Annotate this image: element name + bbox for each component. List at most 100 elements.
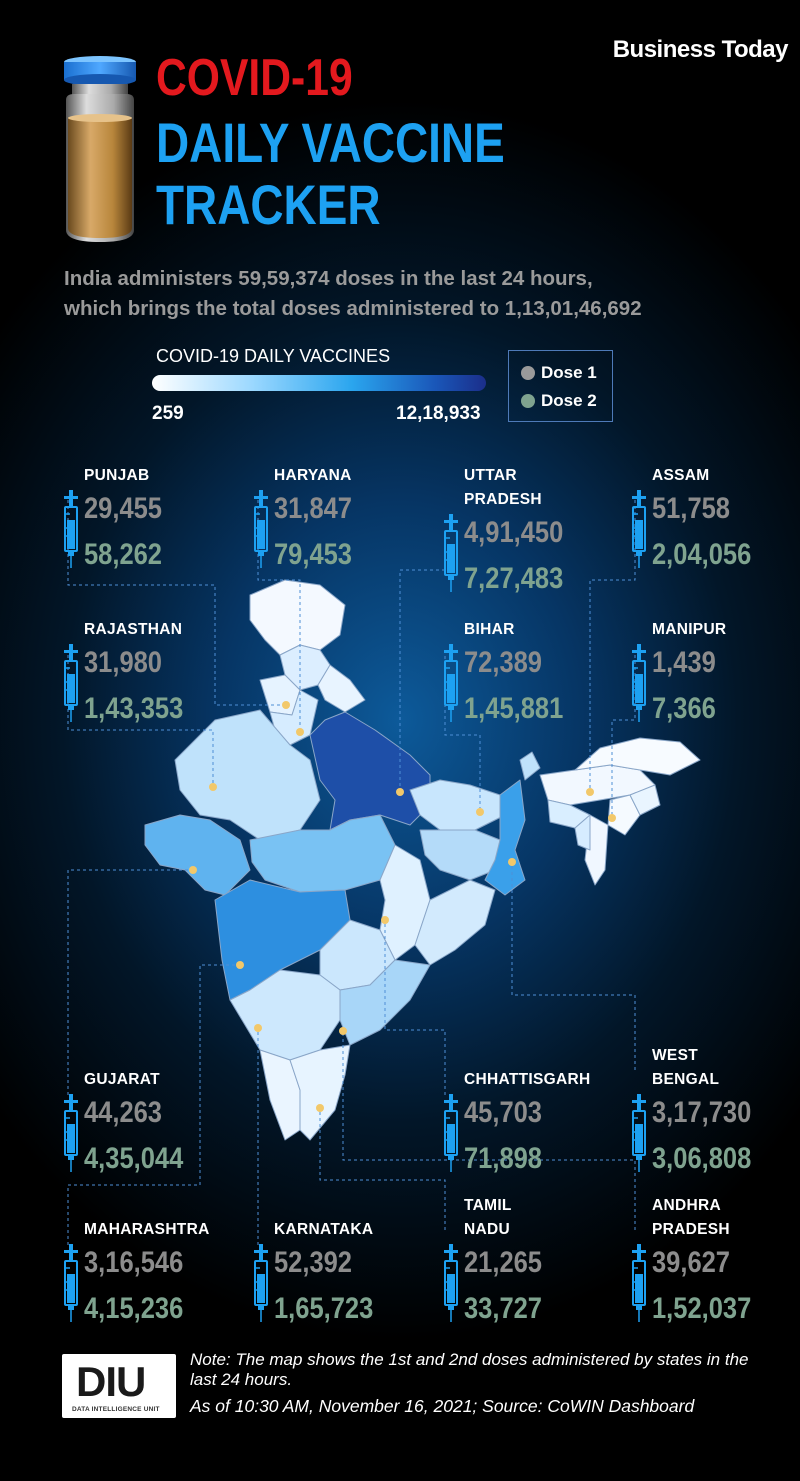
dose1-legend-item: Dose 1 bbox=[521, 363, 597, 383]
state-name: UTTAR PRADESH bbox=[464, 464, 542, 512]
legend-title: COVID-19 DAILY VACCINES bbox=[156, 346, 391, 366]
state-name-line-2: PRADESH bbox=[464, 491, 542, 508]
dose2-legend-label: Dose 2 bbox=[541, 391, 597, 410]
state-dose2-value: 2,04,056 bbox=[652, 538, 752, 571]
summary-line-2: which brings the total doses administere… bbox=[64, 297, 642, 320]
state-dose1-value: 45,703 bbox=[464, 1096, 543, 1129]
syringe-icon bbox=[442, 644, 460, 727]
state-dose1-value: 3,17,730 bbox=[652, 1096, 752, 1129]
state-name: RAJASTHAN bbox=[84, 618, 182, 642]
source-text: As of 10:30 AM, November 16, 2021; Sourc… bbox=[190, 1396, 695, 1416]
state-dose1-value: 29,455 bbox=[84, 492, 163, 525]
map-region-sikkim bbox=[519, 751, 541, 781]
state-dose2-value: 33,727 bbox=[464, 1292, 543, 1325]
syringe-icon bbox=[62, 490, 80, 573]
state-name: MANIPUR bbox=[652, 618, 726, 642]
summary-text: India administers 59,59,374 doses in the… bbox=[64, 264, 784, 324]
diu-logo-subtitle: DATA INTELLIGENCE UNIT bbox=[72, 1406, 160, 1413]
state-dose1-value: 21,265 bbox=[464, 1246, 543, 1279]
state-dose2-value: 3,06,808 bbox=[652, 1142, 752, 1175]
dose2-dot-icon bbox=[521, 394, 535, 408]
state-name-line-2: NADU bbox=[464, 1221, 510, 1238]
state-name: WEST BENGAL bbox=[652, 1044, 719, 1092]
map-region-wb bbox=[484, 779, 526, 896]
state-name-line-1: HARYANA bbox=[274, 467, 352, 484]
syringe-icon bbox=[630, 490, 648, 573]
footnote: Note: The map shows the 1st and 2nd dose… bbox=[190, 1350, 749, 1389]
map-region-tripura bbox=[574, 814, 591, 851]
title-line-daily-vaccine: DAILY VACCINE bbox=[156, 111, 505, 174]
state-name: ANDHRA PRADESH bbox=[652, 1194, 730, 1242]
brand-logo: Business Today bbox=[612, 36, 789, 63]
vaccine-vial-icon bbox=[64, 56, 136, 242]
state-dose1-value: 31,847 bbox=[274, 492, 353, 525]
state-name: MAHARASHTRA bbox=[84, 1218, 210, 1242]
state-name-line-2: BENGAL bbox=[652, 1071, 720, 1088]
syringe-icon bbox=[62, 1094, 80, 1177]
syringe-icon bbox=[442, 1244, 460, 1327]
map-region-uk bbox=[317, 664, 366, 713]
state-name: CHHATTISGARH bbox=[464, 1068, 590, 1092]
legend-color-scale bbox=[152, 375, 486, 391]
state-name-line-1: WEST bbox=[652, 1047, 698, 1064]
state-dose2-value: 79,453 bbox=[274, 538, 353, 571]
state-name-line-1: CHHATTISGARH bbox=[464, 1071, 591, 1088]
map-region-jk bbox=[249, 579, 346, 656]
syringe-icon bbox=[442, 514, 460, 597]
state-name: HARYANA bbox=[274, 464, 352, 488]
state-dose1-value: 4,91,450 bbox=[464, 516, 564, 549]
state-name: ASSAM bbox=[652, 464, 709, 488]
state-name-line-1: TAMIL bbox=[464, 1197, 512, 1214]
state-dose2-value: 1,52,037 bbox=[652, 1292, 752, 1325]
syringe-icon bbox=[630, 1244, 648, 1327]
state-name-line-2: PRADESH bbox=[652, 1221, 730, 1238]
map-region-gujarat bbox=[144, 814, 251, 896]
title-main: DAILY VACCINE TRACKER bbox=[156, 112, 505, 236]
state-dose2-value: 71,898 bbox=[464, 1142, 543, 1175]
title-line-tracker: TRACKER bbox=[156, 173, 381, 236]
state-name: GUJARAT bbox=[84, 1068, 160, 1092]
state-name: KARNATAKA bbox=[274, 1218, 373, 1242]
state-name-line-1: MANIPUR bbox=[652, 621, 727, 638]
dose1-dot-icon bbox=[521, 366, 535, 380]
state-name-line-1: KARNATAKA bbox=[274, 1221, 374, 1238]
syringe-icon bbox=[630, 644, 648, 727]
state-name-line-1: GUJARAT bbox=[84, 1071, 160, 1088]
state-dose2-value: 7,27,483 bbox=[464, 562, 564, 595]
state-dose2-value: 1,43,353 bbox=[84, 692, 184, 725]
state-name-line-1: UTTAR bbox=[464, 467, 517, 484]
map-region-karnataka bbox=[229, 969, 341, 1061]
state-name: TAMIL NADU bbox=[464, 1194, 512, 1242]
syringe-icon bbox=[442, 1094, 460, 1177]
state-name: BIHAR bbox=[464, 618, 515, 642]
map-region-tn bbox=[289, 1044, 351, 1141]
state-name-line-1: RAJASTHAN bbox=[84, 621, 183, 638]
state-dose1-value: 72,389 bbox=[464, 646, 543, 679]
state-dose1-value: 52,392 bbox=[274, 1246, 353, 1279]
dose-legend: Dose 1 Dose 2 bbox=[508, 350, 613, 422]
map-region-jharkhand bbox=[419, 829, 501, 881]
map-region-rajasthan bbox=[174, 709, 321, 841]
summary-line-1: India administers 59,59,374 doses in the… bbox=[64, 267, 593, 290]
state-name-line-1: BIHAR bbox=[464, 621, 515, 638]
syringe-icon bbox=[62, 1244, 80, 1327]
state-dose1-value: 1,439 bbox=[652, 646, 716, 679]
diu-logo-text: DIU bbox=[76, 1358, 146, 1405]
map-region-mizoram bbox=[584, 814, 609, 886]
map-region-bihar bbox=[409, 779, 506, 831]
state-name-line-1: ANDHRA bbox=[652, 1197, 721, 1214]
state-dose2-value: 1,65,723 bbox=[274, 1292, 374, 1325]
state-name-line-1: ASSAM bbox=[652, 467, 710, 484]
map-region-odisha bbox=[414, 879, 496, 966]
map-region-manipur bbox=[607, 794, 641, 836]
syringe-icon bbox=[62, 644, 80, 727]
map-region-up bbox=[309, 711, 431, 831]
map-region-arunachal bbox=[574, 737, 701, 776]
dose2-legend-item: Dose 2 bbox=[521, 391, 597, 411]
state-dose1-value: 39,627 bbox=[652, 1246, 731, 1279]
state-dose2-value: 1,45,881 bbox=[464, 692, 564, 725]
legend-max: 12,18,933 bbox=[396, 403, 481, 424]
title-covid: COVID-19 bbox=[156, 49, 353, 107]
syringe-icon bbox=[252, 490, 270, 573]
